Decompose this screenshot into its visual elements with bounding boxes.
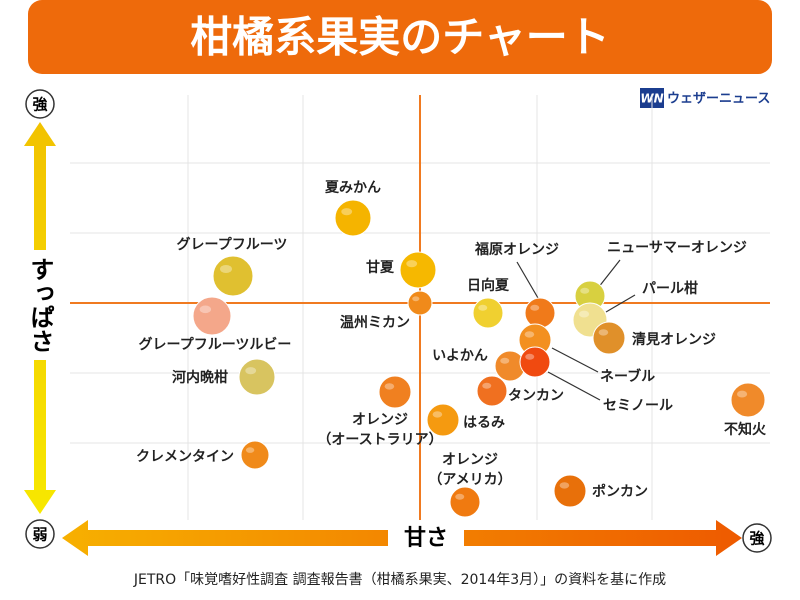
fruit — [238, 358, 276, 396]
fruit — [240, 440, 270, 470]
fruit-shine — [406, 260, 418, 268]
fruit-label: （アメリカ） — [428, 472, 511, 488]
fruit-shine — [478, 304, 488, 311]
title-banner — [28, 0, 772, 74]
leader-line — [551, 347, 599, 373]
leader-line — [597, 259, 621, 289]
fruit-label: グレープフルーツルビー — [139, 336, 292, 353]
fruit-shine — [736, 390, 748, 398]
y-top: 強 — [32, 96, 47, 114]
fruit — [524, 297, 556, 329]
fruit — [192, 296, 232, 336]
fruit-label: タンカン — [508, 388, 564, 404]
title: 柑橘系果実のチャート — [190, 13, 610, 62]
fruit-label: ポンカン — [592, 483, 648, 500]
logo: ウェザーニュース — [667, 92, 770, 107]
fruit-shine — [500, 357, 510, 364]
fruit-label: はるみ — [463, 415, 505, 431]
fruit-shine — [432, 411, 443, 418]
x-right: 強 — [749, 530, 764, 548]
fruit-label: （オーストラリア） — [317, 432, 442, 448]
fruit-label: オレンジ — [352, 412, 408, 428]
fruit-shine — [482, 382, 492, 389]
fruit-shine — [412, 296, 420, 302]
fruit-shine — [384, 383, 395, 390]
fruit-label: ネーブル — [600, 368, 655, 385]
fruit-label: 福原オレンジ — [474, 241, 559, 258]
fruit-shine — [598, 329, 609, 336]
fruit-shine — [455, 493, 465, 500]
fruit-shine — [341, 208, 353, 216]
y-label: すっぱさ — [26, 257, 54, 353]
fruit-label: セミノール — [603, 398, 673, 414]
fruit — [730, 382, 766, 418]
fruit-label: 清見オレンジ — [632, 331, 716, 348]
leader-line — [605, 294, 636, 313]
fruit-label: 甘夏 — [366, 259, 395, 276]
fruit — [334, 199, 372, 237]
fruit-label: 河内晩柑 — [172, 369, 228, 386]
x-right-circle — [742, 523, 772, 553]
fruit-shine — [580, 287, 590, 294]
fruit-shine — [245, 447, 255, 453]
fruit — [426, 403, 460, 437]
fruit — [476, 375, 508, 407]
fruit-shine — [245, 367, 257, 375]
fruit-shine — [559, 482, 570, 489]
fruit — [212, 255, 254, 297]
x-label-bg — [388, 524, 464, 552]
fruit — [519, 346, 551, 378]
leader-line — [516, 261, 539, 299]
fruit-shine — [530, 304, 540, 311]
fruit-label: 日向夏 — [467, 277, 510, 294]
y-bottom-circle — [25, 519, 55, 549]
fruit — [449, 486, 481, 518]
leader-line — [547, 371, 601, 401]
fruit-shine — [220, 265, 232, 273]
fruit — [472, 297, 504, 329]
fruit-label: いよかん — [432, 348, 488, 364]
fruit-label: クレメンタイン — [136, 449, 234, 465]
fruit — [592, 321, 626, 355]
y-top-circle — [25, 89, 55, 119]
fruit-shine — [199, 305, 212, 314]
fruit — [553, 474, 587, 508]
fruit-label: 不知火 — [724, 421, 767, 438]
x-label: 甘さ — [404, 526, 448, 551]
fruit-label: オレンジ — [442, 452, 498, 468]
fruit-label: 温州ミカン — [340, 315, 410, 331]
y-bottom: 弱 — [32, 526, 47, 544]
fruit-label: グレープフルーツ — [177, 236, 288, 253]
fruit — [378, 375, 412, 409]
fruit-shine — [524, 331, 535, 338]
fruit-label: ニューサマーオレンジ — [607, 240, 747, 256]
fruit — [407, 290, 433, 316]
source: JETRO「味覚嗜好性調査 調査報告書（柑橘系果実、2014年3月）」の資料を基… — [133, 571, 666, 588]
fruit-label: パール柑 — [642, 280, 698, 297]
fruit-shine — [525, 353, 535, 360]
y-label-bg — [24, 250, 56, 360]
fruit-label: 夏みかん — [325, 179, 381, 196]
fruit-shine — [578, 310, 590, 318]
fruit — [399, 251, 437, 289]
